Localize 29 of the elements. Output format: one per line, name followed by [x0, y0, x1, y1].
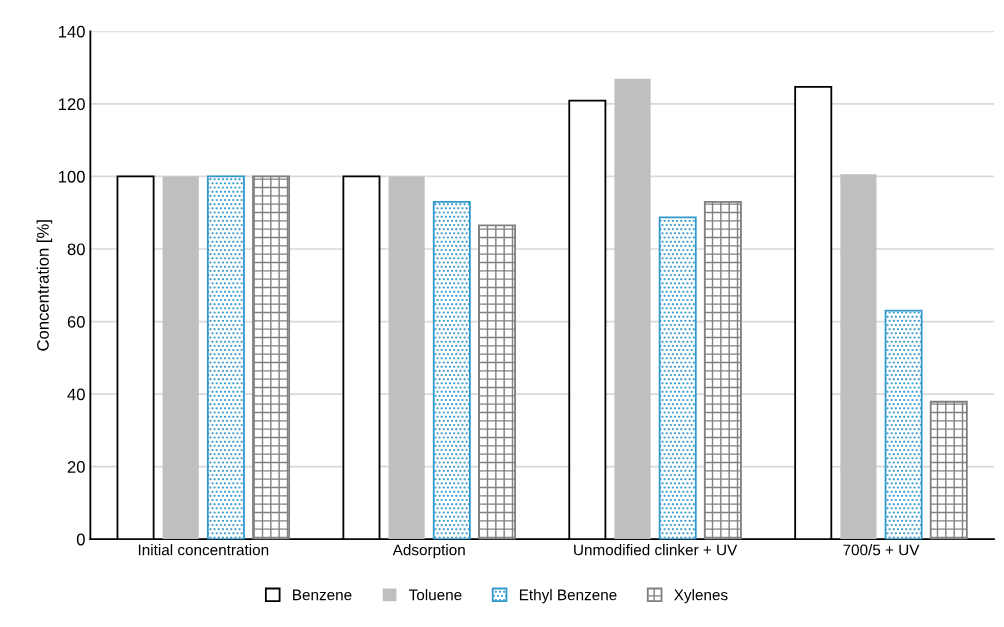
y-tick-label: 40 [67, 388, 85, 401]
bar [252, 175, 291, 540]
y-tick-label: 80 [67, 243, 85, 256]
x-tick-label: Adsorption [392, 544, 465, 559]
bar [206, 175, 245, 540]
legend-label: Toluene [409, 589, 462, 601]
y-tick-label: 20 [67, 461, 85, 473]
bar [432, 200, 471, 540]
bar [388, 176, 425, 540]
bar [162, 176, 199, 540]
y-tick-label: 100 [58, 170, 85, 183]
legend-label: Ethyl Benzene [519, 589, 617, 604]
x-tick-label: 700/5 + UV [843, 544, 920, 556]
bar [929, 400, 968, 540]
legend-label: Xylenes [674, 589, 728, 604]
bar [840, 174, 877, 540]
bar [478, 224, 516, 540]
y-tick-label: 120 [58, 98, 85, 111]
y-tick-label: 140 [58, 25, 85, 38]
bar [884, 309, 923, 540]
x-tick-label: Initial concentration [138, 544, 269, 556]
bar [703, 200, 742, 540]
bar [614, 78, 651, 540]
bar [658, 216, 697, 540]
x-tick-label: Unmodified clinker + UV [574, 544, 738, 556]
legend-label: Benzene [293, 589, 352, 601]
y-tick-label: 60 [67, 315, 85, 328]
y-tick-label: 0 [76, 533, 85, 546]
y-axis-title: Concentration [%] [36, 220, 53, 351]
